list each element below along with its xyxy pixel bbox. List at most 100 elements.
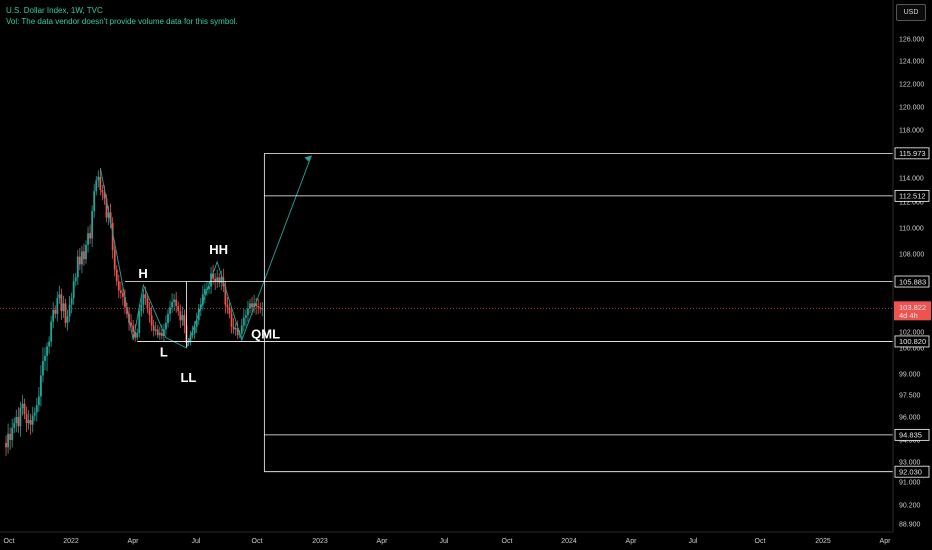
- candle-body: [52, 309, 55, 322]
- candle-body: [37, 396, 40, 406]
- candle-body: [119, 290, 122, 293]
- candle-body: [247, 308, 249, 316]
- candle-body: [64, 303, 67, 323]
- level-label: 92.030: [899, 468, 922, 477]
- y-tick-label: 126.000: [899, 37, 924, 44]
- x-tick-label: Apr: [626, 538, 638, 545]
- pattern-arrowhead: [304, 155, 312, 162]
- candle-body: [29, 420, 32, 425]
- candle-body: [81, 251, 83, 265]
- candle-body: [261, 308, 264, 310]
- y-tick-label: 108.000: [899, 252, 924, 259]
- y-tick-label: 96.000: [899, 415, 921, 422]
- candle-body: [189, 335, 192, 341]
- candle-body: [78, 256, 81, 265]
- y-tick-label: 90.200: [899, 503, 921, 510]
- x-tick-label: Oct: [502, 538, 513, 545]
- x-tick-label: 2024: [561, 538, 577, 545]
- candle-body: [122, 293, 124, 297]
- candle-body: [58, 294, 61, 299]
- y-tick-label: 118.000: [899, 128, 924, 135]
- y-tick-label: 94.500: [899, 438, 921, 445]
- candle-body: [251, 303, 253, 308]
- candle-body: [109, 212, 112, 223]
- candle-body: [249, 303, 251, 309]
- y-tick-label: 99.000: [899, 372, 921, 379]
- candle-body: [191, 333, 194, 336]
- plot-background: [0, 0, 893, 532]
- pattern-zigzag: [99, 155, 312, 349]
- candle-body: [142, 294, 145, 305]
- candle-body: [11, 427, 14, 440]
- price-axis: 126.000124.000122.000120.000118.000116.0…: [892, 0, 932, 550]
- candle-body: [54, 309, 57, 314]
- candle-body: [105, 198, 108, 218]
- level-label: 105.883: [899, 277, 926, 286]
- annotation-l: L: [160, 344, 168, 359]
- current-price-label: 103.822: [899, 303, 926, 312]
- candle-body: [255, 303, 258, 306]
- candle-body: [165, 322, 167, 330]
- candle-body: [50, 321, 53, 342]
- y-tick-label: 93.000: [899, 460, 921, 467]
- candle-body: [35, 405, 38, 413]
- level-badge: [894, 428, 930, 441]
- candle-body: [240, 325, 243, 334]
- candle-body: [171, 302, 173, 308]
- annotation-hh: HH: [209, 242, 228, 257]
- y-tick-label: 110.000: [899, 226, 924, 233]
- level-label: 100.820: [899, 337, 926, 346]
- candle-body: [60, 294, 63, 312]
- candle-body: [25, 414, 28, 424]
- candle-body: [234, 328, 237, 330]
- symbol-title[interactable]: U.S. Dollar Index, 1W, TVC: [6, 6, 103, 15]
- candle-body: [146, 298, 149, 309]
- candle-body: [7, 433, 9, 448]
- candle-body: [216, 277, 219, 282]
- symbol-legend: U.S. Dollar Index, 1W, TVC Vol: The data…: [6, 5, 238, 27]
- candle-body: [193, 326, 196, 334]
- candle-body: [68, 304, 71, 317]
- candle-body: [107, 212, 110, 218]
- candle-body: [218, 277, 221, 283]
- candle-body: [126, 307, 128, 314]
- x-tick-label: Oct: [252, 538, 263, 545]
- x-tick-label: Jul: [689, 538, 698, 545]
- currency-button[interactable]: USD: [896, 4, 926, 21]
- price-axis-bg: [893, 0, 932, 550]
- candle-body: [167, 313, 169, 323]
- candle-body: [27, 420, 30, 424]
- level-badge: [894, 335, 930, 348]
- candle-body: [19, 408, 22, 427]
- candle-body: [138, 311, 141, 333]
- candle-body: [62, 303, 65, 312]
- candle-body: [87, 233, 89, 245]
- candle-body: [99, 176, 102, 190]
- candle-body: [31, 415, 34, 425]
- candle-body: [257, 306, 260, 308]
- y-tick-label: 91.000: [899, 480, 921, 487]
- candle-body: [136, 332, 139, 338]
- candle-body: [183, 315, 186, 326]
- candle-body: [115, 269, 118, 282]
- candle-body: [91, 211, 94, 239]
- candle-body: [175, 299, 178, 306]
- candle-body: [21, 403, 24, 409]
- y-tick-label: 124.000: [899, 59, 924, 66]
- candle-body: [173, 299, 176, 303]
- candles-layer: [0, 168, 893, 456]
- candle-body: [177, 306, 180, 312]
- candle-body: [204, 289, 206, 295]
- candle-body: [160, 332, 163, 336]
- candle-body: [253, 303, 255, 308]
- x-tick-label: Apr: [880, 538, 892, 545]
- candle-body: [76, 256, 79, 278]
- candle-body: [132, 325, 135, 332]
- candle-body: [124, 296, 126, 308]
- annotation-qml: QML: [251, 326, 280, 341]
- candle-body: [230, 313, 233, 327]
- candle-body: [156, 329, 159, 336]
- candle-body: [179, 311, 182, 321]
- y-tick-label: 112.000: [899, 200, 924, 207]
